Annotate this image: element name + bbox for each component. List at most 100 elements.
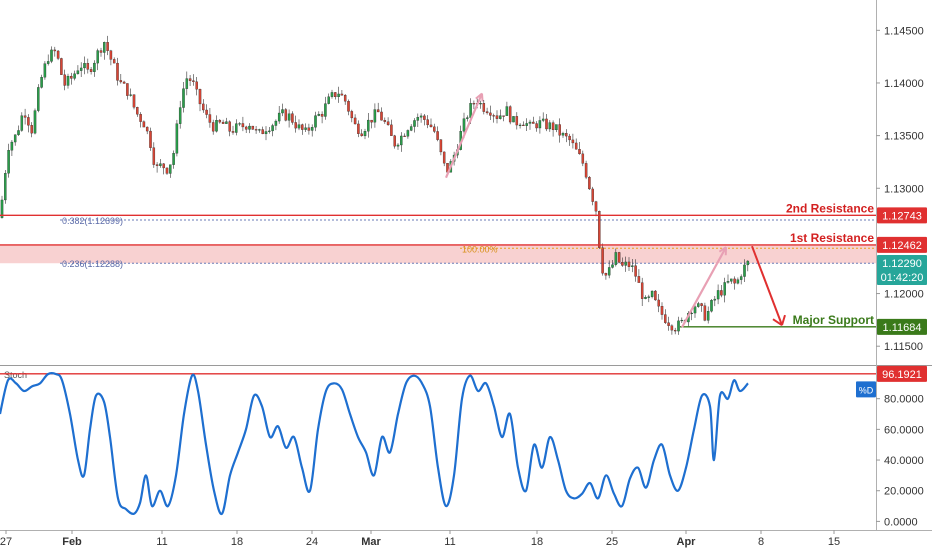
candle-body <box>739 276 743 280</box>
candle-body <box>20 115 24 131</box>
candle-body <box>132 94 136 108</box>
candle-body <box>416 117 420 121</box>
candle-body <box>106 42 109 51</box>
stoch-title: Stoch <box>4 370 27 380</box>
candle-body <box>594 201 598 212</box>
res1-label: 1st Resistance <box>790 231 874 245</box>
candle-body <box>588 177 591 190</box>
candle-body <box>149 130 152 148</box>
forecast-arrow-head <box>772 314 786 326</box>
candle-body <box>139 114 142 122</box>
time-tick-label-7: 18 <box>531 536 543 548</box>
candle-body <box>353 117 357 125</box>
tag-support-bg <box>877 318 927 335</box>
fib236-label: 0.236(1.12288) <box>62 259 123 269</box>
candle-body <box>205 109 208 115</box>
candle-body <box>324 103 327 117</box>
candle-body <box>664 314 667 323</box>
res2-label: 2nd Resistance <box>786 201 874 215</box>
candle-body <box>621 262 624 266</box>
candle-body <box>261 129 264 135</box>
candle-body <box>525 123 528 126</box>
candle-body <box>373 109 377 123</box>
candle-body <box>472 103 476 105</box>
candle-body <box>254 129 258 131</box>
candle-body <box>485 111 489 114</box>
stoch-tags: 96.1921 %D <box>856 365 927 398</box>
candle-body <box>650 290 654 297</box>
candle-body <box>426 119 429 126</box>
candle-body <box>730 278 733 282</box>
candle-body <box>654 290 657 301</box>
time-axis-ticks[interactable]: 27 Feb 11 18 24 Mar 11 18 25 Apr 8 15 <box>0 530 840 548</box>
candle-body <box>363 131 367 137</box>
candle-body <box>103 42 106 53</box>
candle-body <box>235 123 238 133</box>
candle-body <box>251 125 255 130</box>
price-pane[interactable] <box>0 0 876 365</box>
candle-body <box>561 133 565 136</box>
time-tick-label-6: 11 <box>444 536 455 548</box>
candle-body <box>175 123 179 154</box>
candle-body <box>46 61 50 64</box>
candle-body <box>495 115 499 119</box>
candle-body <box>271 125 274 132</box>
candle-body <box>614 252 618 265</box>
candle-body <box>274 120 278 126</box>
candle-body <box>327 96 330 104</box>
candle-body <box>693 306 697 314</box>
candle-body <box>218 120 222 123</box>
candle-body <box>264 131 268 135</box>
candle-body <box>383 120 387 122</box>
tag-res1-text: 1.12462 <box>882 240 922 252</box>
candle-body <box>310 127 314 131</box>
candle-body <box>611 264 614 268</box>
candle-body <box>162 163 165 169</box>
candle-body <box>241 123 245 128</box>
tag-current-bg <box>877 255 927 286</box>
candle-body <box>198 89 202 105</box>
candle-body <box>393 135 396 147</box>
candle-body <box>604 273 608 276</box>
candle-body <box>17 130 20 135</box>
stoch-axis-ticks[interactable]: 0.0000 20.0000 40.0000 60.0000 80.0000 <box>876 394 924 529</box>
price-axis-ticks[interactable]: 1.145001.140001.135001.130001.125001.120… <box>876 25 924 353</box>
candle-body <box>165 167 169 174</box>
candle-body <box>502 115 505 117</box>
candle-body <box>317 113 321 116</box>
time-tick-label-1: Feb <box>62 536 82 548</box>
candle-body <box>228 121 231 132</box>
candle-body <box>442 151 446 164</box>
candle-body <box>419 115 423 118</box>
candle-body <box>723 282 726 296</box>
candle-body <box>565 133 568 137</box>
candle-body <box>301 124 304 130</box>
candle-body <box>231 131 235 133</box>
candle-body <box>215 120 218 132</box>
candle-body <box>403 135 406 137</box>
price-tick-label-1: 1.14000 <box>884 78 924 90</box>
candle-body <box>307 127 311 131</box>
tag-countdown-text: 01:42:20 <box>881 272 924 284</box>
candle-body <box>178 107 182 124</box>
price-tick-label-5: 1.12000 <box>884 289 924 301</box>
candle-body <box>244 126 248 130</box>
support-label: Major Support <box>793 313 874 327</box>
price-tick-label-2: 1.13500 <box>884 131 924 143</box>
candle-body <box>169 164 172 174</box>
candle-body <box>188 78 192 81</box>
candle-body <box>499 115 502 119</box>
candle-body <box>624 261 627 266</box>
stoch-level-tag-bg <box>877 365 927 382</box>
candle-body <box>538 120 542 129</box>
candle-body <box>713 298 717 301</box>
candle-body <box>436 131 439 140</box>
candle-body <box>634 265 637 277</box>
price-tick-label-0: 1.14500 <box>884 25 924 37</box>
price-tick-label-6: 1.11500 <box>884 341 923 353</box>
stoch-tick-label-3: 60.0000 <box>884 424 924 436</box>
candle-body <box>13 134 17 143</box>
candle-body <box>340 93 344 96</box>
candle-body <box>63 74 66 86</box>
candle-body <box>409 126 413 131</box>
